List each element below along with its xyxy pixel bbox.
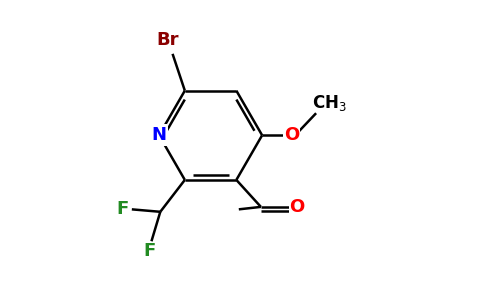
Text: N: N bbox=[151, 126, 166, 144]
Text: F: F bbox=[143, 242, 156, 260]
Text: O: O bbox=[284, 126, 299, 144]
Text: F: F bbox=[116, 200, 129, 218]
Text: Br: Br bbox=[156, 31, 179, 49]
Text: CH$_3$: CH$_3$ bbox=[312, 93, 347, 113]
Text: O: O bbox=[289, 198, 305, 216]
